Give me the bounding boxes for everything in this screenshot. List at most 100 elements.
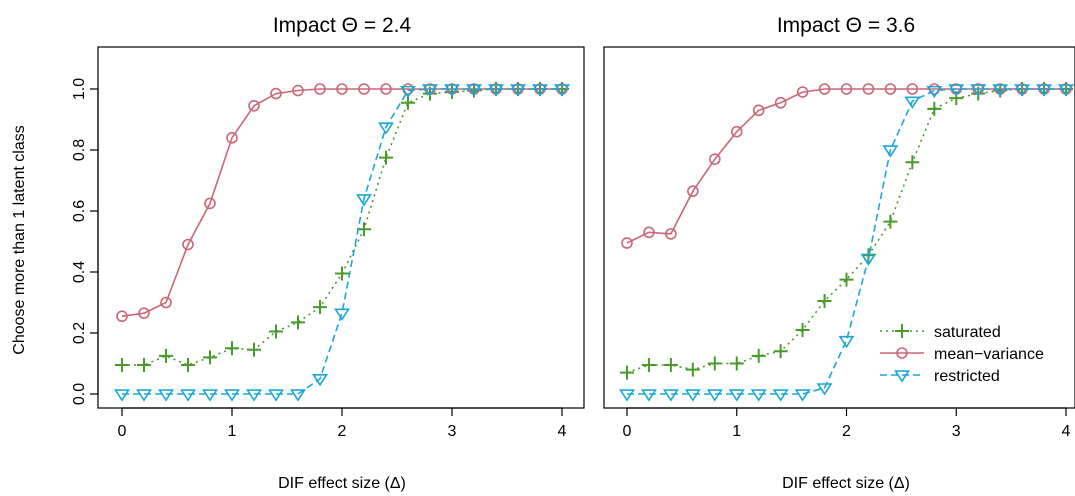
data-point — [817, 293, 832, 308]
data-point — [356, 194, 372, 207]
data-point — [312, 374, 328, 387]
data-point — [860, 253, 877, 266]
data-point — [1014, 84, 1031, 97]
x-tick-label: 0 — [118, 423, 127, 440]
data-point — [202, 389, 218, 402]
data-point — [772, 389, 789, 402]
right-x-axis-label: DIF effect size (Δ) — [782, 475, 910, 492]
legend-marker — [896, 347, 908, 359]
data-point — [862, 83, 875, 95]
data-point — [774, 96, 787, 109]
data-point — [290, 389, 306, 402]
data-point — [904, 96, 921, 109]
data-point — [752, 104, 765, 117]
data-point — [948, 84, 965, 97]
data-point — [115, 358, 129, 373]
data-point — [839, 272, 854, 287]
x-tick-label: 2 — [338, 423, 347, 440]
data-point — [114, 389, 130, 402]
x-tick-label: 1 — [732, 423, 741, 440]
data-point — [554, 84, 570, 97]
x-tick-label: 1 — [228, 423, 237, 440]
data-point — [248, 99, 260, 112]
data-point — [466, 84, 482, 97]
data-point — [884, 83, 897, 95]
data-point — [246, 389, 262, 402]
data-point — [160, 296, 172, 309]
data-point — [684, 389, 701, 402]
data-point — [203, 350, 217, 365]
data-point — [840, 83, 853, 95]
data-point — [335, 266, 349, 281]
y-tick-label: 0.0 — [71, 383, 88, 405]
x-tick-label: 3 — [448, 423, 457, 440]
data-point — [927, 101, 942, 116]
data-point — [314, 83, 326, 95]
data-point — [662, 389, 679, 402]
data-point — [158, 389, 174, 402]
data-point — [621, 237, 633, 249]
data-point — [357, 222, 371, 237]
data-point — [379, 150, 393, 165]
data-point — [816, 383, 833, 396]
data-point — [358, 83, 370, 95]
data-point — [488, 84, 504, 97]
data-point — [905, 155, 920, 170]
data-point — [883, 214, 898, 229]
data-point — [269, 324, 283, 339]
data-point — [247, 342, 261, 357]
data-point — [268, 389, 284, 402]
x-tick-label: 2 — [842, 423, 851, 440]
left-panel-title: Impact Θ = 2.4 — [273, 14, 412, 37]
data-point — [641, 358, 656, 373]
data-point — [729, 356, 744, 371]
data-point — [794, 389, 811, 402]
y-tick-label: 0.2 — [71, 322, 88, 344]
left-y-axis-label: Choose more than 1 latent class — [11, 125, 28, 354]
data-point — [707, 356, 722, 371]
data-point — [181, 358, 195, 373]
y-tick-label: 0.8 — [71, 139, 88, 161]
data-point — [926, 85, 943, 99]
data-point — [838, 335, 855, 349]
left-panel-plot: 0 1 2 3 4 0.0 0.2 0.4 0.6 0.8 1.0 — [71, 46, 585, 440]
data-point — [906, 83, 919, 95]
data-point — [180, 389, 196, 402]
plot-frame — [97, 46, 585, 409]
x-tick-label: 3 — [952, 423, 961, 440]
data-point — [313, 300, 327, 315]
series-line-saturated — [626, 88, 1066, 374]
data-point — [663, 358, 678, 373]
right-panel-title: Impact Θ = 3.6 — [777, 14, 915, 37]
data-point — [970, 84, 987, 97]
data-point — [640, 389, 657, 402]
legend-label: restricted — [934, 368, 1000, 385]
data-point — [685, 362, 700, 377]
data-point — [422, 84, 438, 97]
data-point — [773, 344, 788, 359]
left-x-axis-label: DIF effect size (Δ) — [278, 475, 406, 492]
data-point — [796, 86, 809, 98]
data-point — [532, 84, 548, 97]
data-point — [795, 322, 810, 337]
series-line-meanvariance — [626, 88, 1066, 244]
legend-label: saturated — [934, 324, 1001, 341]
data-point — [270, 87, 282, 100]
legend-marker — [894, 370, 910, 383]
data-point — [643, 226, 655, 239]
legend-label: mean−variance — [934, 346, 1044, 363]
data-point — [992, 84, 1009, 97]
data-point — [510, 84, 526, 97]
data-point — [292, 84, 304, 97]
data-point — [291, 315, 305, 330]
data-point — [224, 389, 240, 402]
data-point — [751, 348, 766, 363]
data-point — [204, 197, 216, 210]
data-point — [444, 84, 460, 97]
data-point — [665, 228, 677, 240]
legend-marker — [895, 324, 909, 338]
data-point — [730, 125, 743, 138]
data-point — [1058, 84, 1074, 97]
y-tick-label: 0.4 — [71, 261, 88, 283]
